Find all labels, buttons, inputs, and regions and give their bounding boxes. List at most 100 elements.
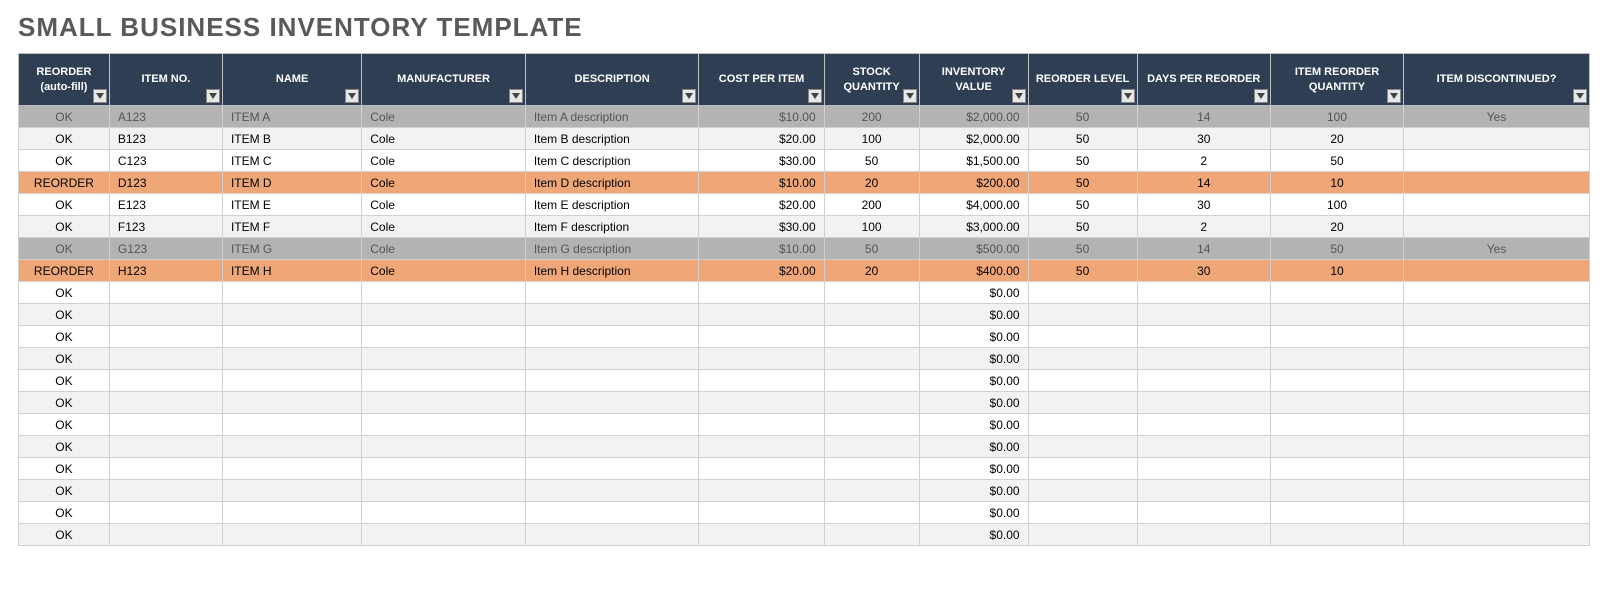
filter-dropdown-icon[interactable]	[509, 89, 523, 103]
column-header-item_no[interactable]: ITEM NO.	[109, 54, 222, 106]
cell-reorder[interactable]: REORDER	[19, 172, 110, 194]
cell-reorder[interactable]: OK	[19, 392, 110, 414]
cell-reorder_qty[interactable]	[1270, 414, 1403, 436]
cell-item_no[interactable]: B123	[109, 128, 222, 150]
cell-reorder_qty[interactable]: 20	[1270, 128, 1403, 150]
cell-reorder_level[interactable]	[1028, 304, 1137, 326]
cell-reorder[interactable]: OK	[19, 414, 110, 436]
cell-reorder_level[interactable]	[1028, 282, 1137, 304]
column-header-manufacturer[interactable]: MANUFACTURER	[362, 54, 526, 106]
cell-stock_qty[interactable]	[824, 502, 919, 524]
cell-item_no[interactable]	[109, 502, 222, 524]
cell-discontinued[interactable]	[1404, 304, 1590, 326]
filter-dropdown-icon[interactable]	[93, 89, 107, 103]
cell-days_reorder[interactable]	[1137, 414, 1270, 436]
cell-inv_value[interactable]: $0.00	[919, 524, 1028, 546]
cell-manufacturer[interactable]: Cole	[362, 260, 526, 282]
cell-name[interactable]	[222, 502, 361, 524]
cell-name[interactable]	[222, 304, 361, 326]
cell-reorder[interactable]: OK	[19, 150, 110, 172]
cell-item_no[interactable]	[109, 392, 222, 414]
cell-reorder_level[interactable]	[1028, 348, 1137, 370]
cell-description[interactable]: Item C description	[525, 150, 699, 172]
cell-item_no[interactable]: F123	[109, 216, 222, 238]
cell-cost[interactable]: $30.00	[699, 216, 824, 238]
cell-discontinued[interactable]	[1404, 194, 1590, 216]
cell-reorder[interactable]: OK	[19, 480, 110, 502]
cell-manufacturer[interactable]	[362, 370, 526, 392]
cell-reorder[interactable]: OK	[19, 370, 110, 392]
cell-item_no[interactable]	[109, 524, 222, 546]
cell-item_no[interactable]	[109, 348, 222, 370]
cell-description[interactable]: Item F description	[525, 216, 699, 238]
cell-description[interactable]	[525, 304, 699, 326]
cell-inv_value[interactable]: $2,000.00	[919, 128, 1028, 150]
cell-manufacturer[interactable]: Cole	[362, 150, 526, 172]
cell-description[interactable]	[525, 370, 699, 392]
cell-manufacturer[interactable]	[362, 480, 526, 502]
cell-item_no[interactable]: C123	[109, 150, 222, 172]
filter-dropdown-icon[interactable]	[345, 89, 359, 103]
filter-dropdown-icon[interactable]	[1254, 89, 1268, 103]
cell-description[interactable]	[525, 480, 699, 502]
cell-days_reorder[interactable]: 14	[1137, 106, 1270, 128]
column-header-days_reorder[interactable]: DAYS PER REORDER	[1137, 54, 1270, 106]
cell-discontinued[interactable]	[1404, 172, 1590, 194]
cell-discontinued[interactable]	[1404, 150, 1590, 172]
cell-days_reorder[interactable]: 14	[1137, 238, 1270, 260]
cell-reorder[interactable]: OK	[19, 216, 110, 238]
cell-discontinued[interactable]	[1404, 326, 1590, 348]
cell-inv_value[interactable]: $0.00	[919, 414, 1028, 436]
cell-days_reorder[interactable]	[1137, 392, 1270, 414]
cell-manufacturer[interactable]: Cole	[362, 194, 526, 216]
filter-dropdown-icon[interactable]	[1012, 89, 1026, 103]
cell-name[interactable]: ITEM F	[222, 216, 361, 238]
cell-reorder_level[interactable]: 50	[1028, 216, 1137, 238]
cell-reorder_level[interactable]	[1028, 414, 1137, 436]
cell-reorder[interactable]: OK	[19, 238, 110, 260]
column-header-stock_qty[interactable]: STOCK QUANTITY	[824, 54, 919, 106]
cell-discontinued[interactable]	[1404, 370, 1590, 392]
column-header-inv_value[interactable]: INVENTORY VALUE	[919, 54, 1028, 106]
cell-inv_value[interactable]: $0.00	[919, 436, 1028, 458]
cell-name[interactable]	[222, 282, 361, 304]
cell-item_no[interactable]	[109, 304, 222, 326]
cell-name[interactable]: ITEM E	[222, 194, 361, 216]
cell-manufacturer[interactable]: Cole	[362, 106, 526, 128]
cell-manufacturer[interactable]	[362, 326, 526, 348]
cell-cost[interactable]	[699, 370, 824, 392]
cell-reorder[interactable]: OK	[19, 502, 110, 524]
column-header-reorder[interactable]: REORDER (auto-fill)	[19, 54, 110, 106]
cell-stock_qty[interactable]	[824, 304, 919, 326]
cell-inv_value[interactable]: $3,000.00	[919, 216, 1028, 238]
cell-days_reorder[interactable]	[1137, 458, 1270, 480]
cell-reorder[interactable]: OK	[19, 282, 110, 304]
cell-name[interactable]	[222, 392, 361, 414]
cell-days_reorder[interactable]: 14	[1137, 172, 1270, 194]
cell-reorder_qty[interactable]	[1270, 348, 1403, 370]
cell-manufacturer[interactable]	[362, 436, 526, 458]
cell-reorder[interactable]: OK	[19, 524, 110, 546]
cell-name[interactable]: ITEM C	[222, 150, 361, 172]
cell-stock_qty[interactable]: 200	[824, 106, 919, 128]
cell-item_no[interactable]	[109, 414, 222, 436]
cell-discontinued[interactable]	[1404, 436, 1590, 458]
cell-cost[interactable]: $20.00	[699, 260, 824, 282]
cell-days_reorder[interactable]: 2	[1137, 216, 1270, 238]
cell-stock_qty[interactable]	[824, 414, 919, 436]
cell-name[interactable]	[222, 458, 361, 480]
cell-name[interactable]: ITEM B	[222, 128, 361, 150]
filter-dropdown-icon[interactable]	[1387, 89, 1401, 103]
cell-reorder[interactable]: REORDER	[19, 260, 110, 282]
cell-item_no[interactable]	[109, 370, 222, 392]
cell-reorder_level[interactable]: 50	[1028, 194, 1137, 216]
filter-dropdown-icon[interactable]	[206, 89, 220, 103]
cell-reorder_level[interactable]	[1028, 524, 1137, 546]
cell-days_reorder[interactable]	[1137, 524, 1270, 546]
cell-reorder_level[interactable]	[1028, 436, 1137, 458]
cell-inv_value[interactable]: $4,000.00	[919, 194, 1028, 216]
cell-cost[interactable]	[699, 304, 824, 326]
cell-stock_qty[interactable]	[824, 458, 919, 480]
cell-manufacturer[interactable]	[362, 282, 526, 304]
cell-inv_value[interactable]: $0.00	[919, 458, 1028, 480]
